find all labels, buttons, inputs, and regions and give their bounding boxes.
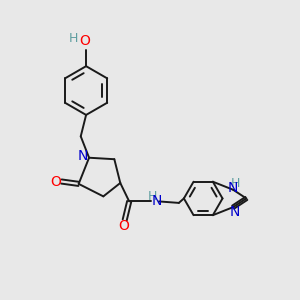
Text: N: N xyxy=(230,206,240,220)
Text: O: O xyxy=(119,219,130,233)
Text: H: H xyxy=(147,190,157,203)
Text: O: O xyxy=(50,175,61,188)
Text: O: O xyxy=(79,34,90,48)
Text: H: H xyxy=(69,32,78,45)
Text: N: N xyxy=(152,194,163,208)
Text: N: N xyxy=(77,149,88,163)
Text: H: H xyxy=(231,177,240,190)
Text: N: N xyxy=(228,181,238,195)
